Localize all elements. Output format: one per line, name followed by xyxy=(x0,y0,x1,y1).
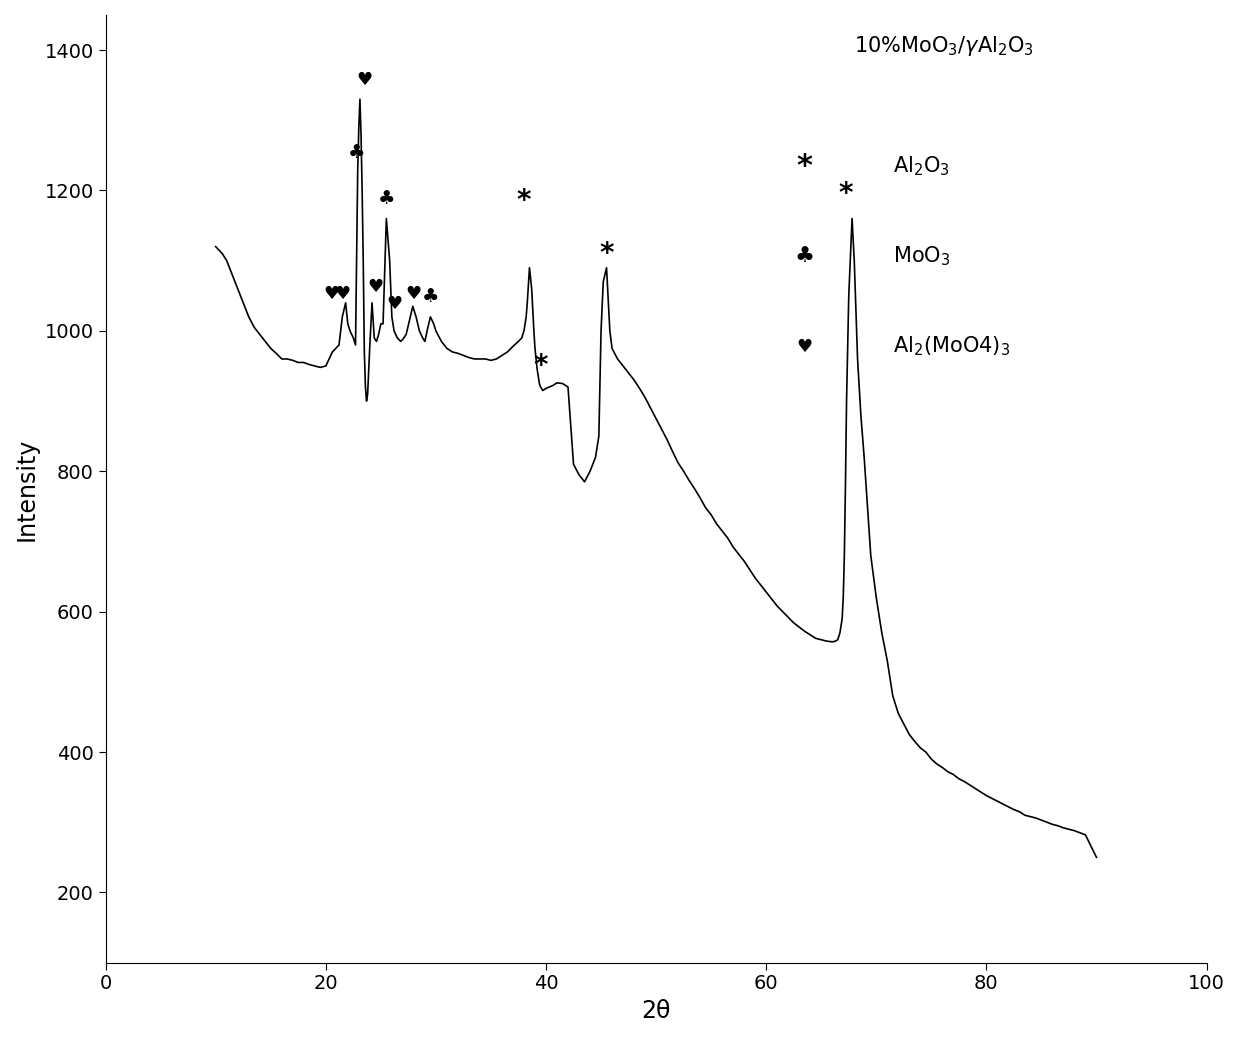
Text: MoO$_3$: MoO$_3$ xyxy=(893,245,950,269)
Text: Al$_2$O$_3$: Al$_2$O$_3$ xyxy=(893,155,950,179)
Text: ♣: ♣ xyxy=(378,189,396,208)
Text: *: * xyxy=(797,153,812,181)
Text: ♥: ♥ xyxy=(405,284,422,303)
Text: ♥: ♥ xyxy=(356,71,372,88)
Text: ♣: ♣ xyxy=(422,288,439,306)
Text: *: * xyxy=(599,240,614,268)
X-axis label: 2θ: 2θ xyxy=(641,999,671,1023)
Text: *: * xyxy=(838,180,853,208)
Text: ♣: ♣ xyxy=(348,143,366,162)
Y-axis label: Intensity: Intensity xyxy=(15,437,38,541)
Text: ♣: ♣ xyxy=(795,247,815,267)
Text: ♥: ♥ xyxy=(335,284,351,303)
Text: Al$_2$(MoO4)$_3$: Al$_2$(MoO4)$_3$ xyxy=(893,335,1011,358)
Text: *: * xyxy=(517,187,531,215)
Text: ♥: ♥ xyxy=(796,337,812,356)
Text: 10%MoO$_3$/$\gamma$Al$_2$O$_3$: 10%MoO$_3$/$\gamma$Al$_2$O$_3$ xyxy=(854,34,1034,58)
Text: ♥: ♥ xyxy=(386,296,402,313)
Text: ♥: ♥ xyxy=(324,284,340,303)
Text: *: * xyxy=(533,352,548,380)
Text: ♥: ♥ xyxy=(367,278,383,296)
